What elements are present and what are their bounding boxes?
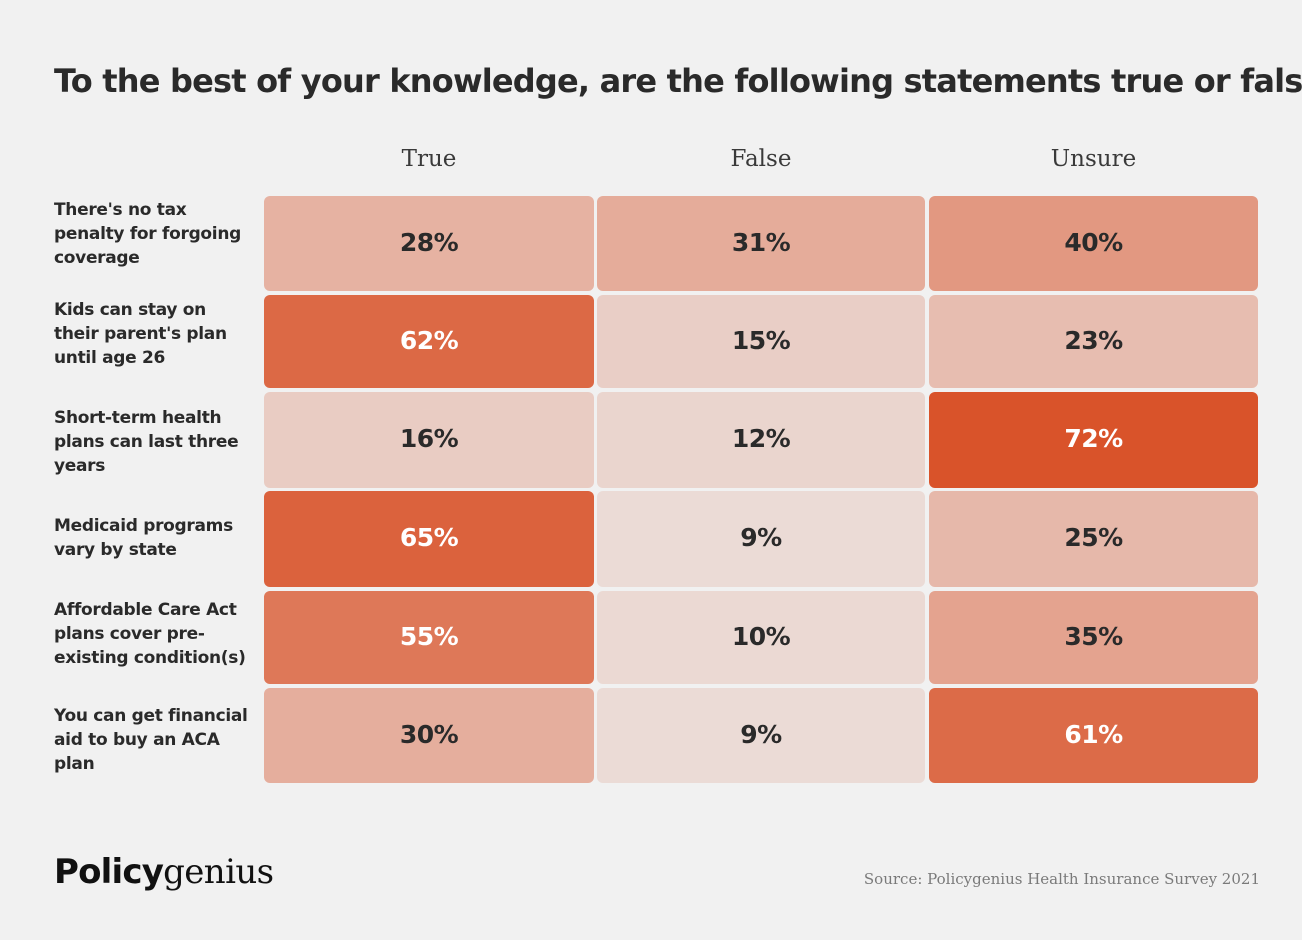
column-header-true: True xyxy=(401,146,457,172)
cell-value: 15% xyxy=(731,325,791,355)
policygenius-logo: Policygenius xyxy=(54,852,274,892)
chart-title: To the best of your knowledge, are the f… xyxy=(54,62,1302,100)
cell-value: 31% xyxy=(731,227,791,257)
heatmap-cell: 31% xyxy=(597,196,925,291)
heatmap-cell: 30% xyxy=(264,688,594,783)
cell-value: 25% xyxy=(1064,523,1123,552)
source-note: Source: Policygenius Health Insurance Su… xyxy=(863,870,1260,888)
heatmap-cell: 65% xyxy=(264,491,594,587)
heatmap-cell: 9% xyxy=(597,491,925,587)
heatmap-cell: 35% xyxy=(929,591,1258,684)
cell-value: 65% xyxy=(399,523,459,552)
heatmap-cell: 15% xyxy=(597,295,925,388)
cell-value: 40% xyxy=(1064,227,1123,257)
cell-value: 61% xyxy=(1064,719,1123,749)
cell-value: 16% xyxy=(399,424,459,453)
row-label: There's no tax penalty for forgoing cove… xyxy=(54,200,242,268)
cell-value: 35% xyxy=(1064,621,1123,651)
row-label: Kids can stay on their parent's plan unt… xyxy=(54,300,227,368)
column-header-unsure: Unsure xyxy=(1050,146,1137,172)
cell-value: 10% xyxy=(731,621,791,651)
heatmap-cell: 10% xyxy=(597,591,925,684)
row-label: You can get financial aid to buy an ACA … xyxy=(54,706,248,774)
heatmap-cell: 62% xyxy=(264,295,594,388)
cell-value: 9% xyxy=(740,523,782,552)
cell-value: 28% xyxy=(399,227,459,257)
cell-value: 9% xyxy=(740,719,782,749)
cell-value: 55% xyxy=(399,621,459,651)
cell-value: 72% xyxy=(1064,424,1123,453)
cell-value: 30% xyxy=(399,719,459,749)
heatmap-cell: 12% xyxy=(597,392,925,488)
heatmap-cell: 40% xyxy=(929,196,1258,291)
row-label: Affordable Care Act plans cover pre-exis… xyxy=(54,600,246,668)
heatmap-cell: 61% xyxy=(929,688,1258,783)
heatmap-cell: 23% xyxy=(929,295,1258,388)
row-label: Medicaid programs vary by state xyxy=(54,516,233,560)
heatmap-cell: 72% xyxy=(929,392,1258,488)
heatmap-cell: 55% xyxy=(264,591,594,684)
cell-value: 62% xyxy=(399,325,459,355)
heatmap-cell: 25% xyxy=(929,491,1258,587)
heatmap-cell: 9% xyxy=(597,688,925,783)
cell-value: 23% xyxy=(1064,325,1123,355)
logo-light-part: genius xyxy=(163,852,274,892)
column-header-false: False xyxy=(730,146,792,172)
logo-bold-part: Policy xyxy=(54,852,164,892)
cell-value: 12% xyxy=(731,424,791,453)
row-label: Short-term health plans can last three y… xyxy=(54,408,239,476)
heatmap-cell: 28% xyxy=(264,196,594,291)
heatmap-cell: 16% xyxy=(264,392,594,488)
